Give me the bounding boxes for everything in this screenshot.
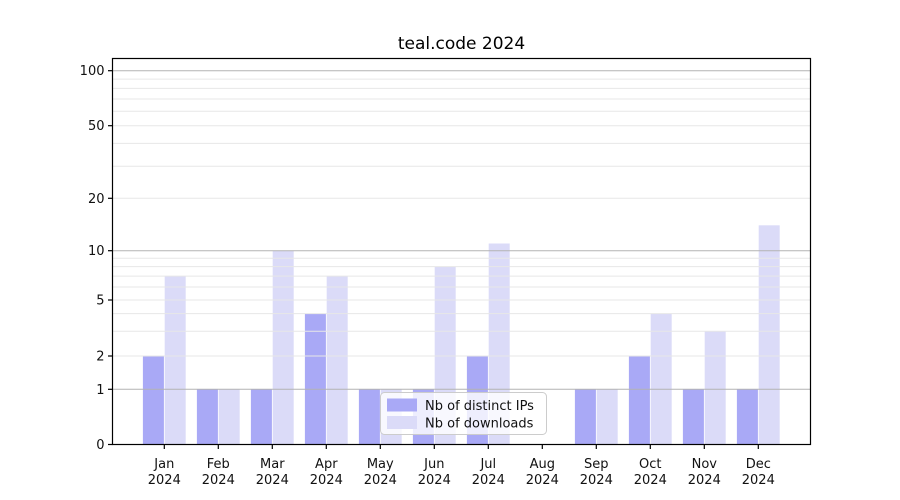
x-tick-label-month: Dec [746, 457, 771, 472]
x-tick-label-year: 2024 [148, 473, 181, 488]
x-tick-label-year: 2024 [364, 473, 397, 488]
x-tick-label-year: 2024 [580, 473, 613, 488]
bar-distinct-ips [250, 389, 272, 445]
x-tick-label-month: May [367, 457, 394, 472]
y-tick-label: 50 [88, 119, 105, 134]
legend-swatch-downloads [387, 416, 417, 429]
bar-distinct-ips [574, 389, 596, 445]
legend-label-downloads: Nb of downloads [425, 417, 534, 432]
y-tick-label: 20 [88, 192, 105, 207]
bar-downloads [596, 389, 618, 445]
y-tick-label: 1 [96, 383, 104, 398]
x-tick-label-year: 2024 [526, 473, 559, 488]
x-tick-label-month: Mar [260, 457, 285, 472]
x-tick-label-month: Feb [207, 457, 230, 472]
chart-title: teal.code 2024 [397, 34, 526, 54]
bar-downloads [272, 250, 294, 445]
x-tick-label-year: 2024 [418, 473, 451, 488]
bar-distinct-ips [358, 389, 380, 445]
y-tick-label: 100 [80, 64, 105, 79]
x-tick-label-month: Jan [153, 457, 174, 472]
bar-downloads [218, 389, 240, 445]
x-tick-label-year: 2024 [742, 473, 775, 488]
x-tick-label-month: Jul [479, 457, 496, 472]
bar-distinct-ips [682, 389, 704, 445]
bar-downloads [326, 276, 348, 445]
bar-downloads [704, 331, 726, 445]
x-tick-label-year: 2024 [202, 473, 235, 488]
x-tick-label-year: 2024 [634, 473, 667, 488]
bar-distinct-ips [142, 356, 164, 445]
x-tick-label-year: 2024 [256, 473, 289, 488]
plot-border [111, 57, 812, 446]
bar-downloads [650, 313, 672, 445]
bar-distinct-ips [736, 389, 758, 445]
x-tick-label-month: Jun [423, 457, 444, 472]
x-tick-label-month: Sep [584, 457, 609, 472]
x-tick-label-year: 2024 [688, 473, 721, 488]
x-tick-label-month: Oct [639, 457, 661, 472]
bar-downloads [164, 276, 186, 445]
x-tick-label-year: 2024 [472, 473, 505, 488]
bar-distinct-ips [628, 356, 650, 445]
y-tick-label: 5 [96, 294, 104, 309]
x-tick-label-month: Apr [315, 457, 338, 472]
legend-swatch-distinct-ips [387, 398, 417, 412]
x-tick-label-month: Nov [692, 457, 718, 472]
y-tick-label: 2 [96, 350, 104, 365]
y-tick-label: 10 [88, 244, 105, 259]
x-tick-label-month: Aug [530, 457, 555, 472]
bar-distinct-ips [196, 389, 218, 445]
legend-label-distinct-ips: Nb of distinct IPs [425, 399, 534, 414]
legend-box [380, 392, 547, 435]
x-tick-label-year: 2024 [310, 473, 343, 488]
bar-distinct-ips [304, 313, 326, 445]
y-tick-label: 0 [96, 438, 104, 453]
